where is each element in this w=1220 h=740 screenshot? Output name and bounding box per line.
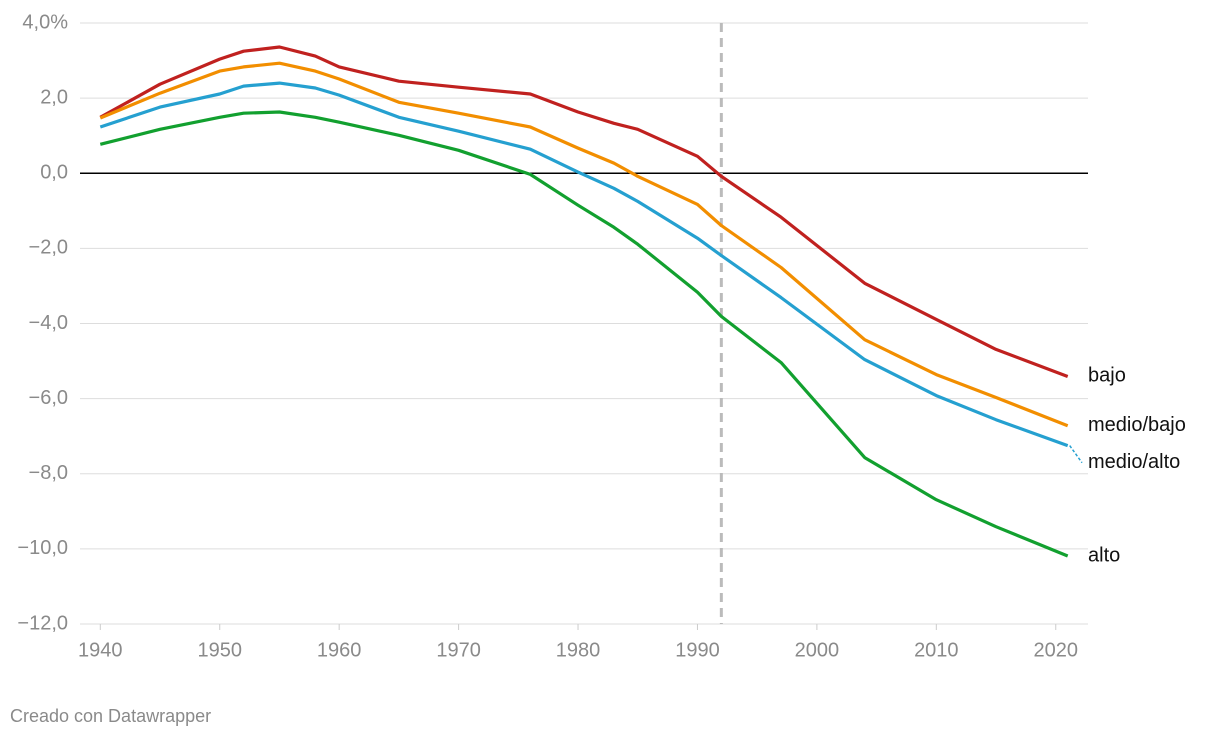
- x-tick-label: 1940: [78, 639, 123, 661]
- y-tick-label: −2,0: [29, 237, 68, 259]
- x-tick-label: 1950: [197, 639, 242, 661]
- series-label: medio/alto: [1088, 451, 1180, 473]
- y-tick-label: −10,0: [17, 537, 68, 559]
- footer: Creado con Datawrapper: [10, 706, 211, 726]
- y-tick-label: 0,0: [40, 162, 68, 184]
- series-line: [99, 81, 1069, 448]
- y-tick-label: −12,0: [17, 612, 68, 634]
- series-line: [99, 61, 1069, 428]
- series-line: [99, 45, 1069, 378]
- x-tick-label: 2000: [795, 639, 840, 661]
- y-tick-label: −6,0: [29, 387, 68, 409]
- x-tick-label: 1980: [556, 639, 601, 661]
- y-tick-label: −4,0: [29, 312, 68, 334]
- series-line: [99, 110, 1069, 558]
- x-tick-label: 1960: [317, 639, 362, 661]
- label-connector: [1069, 445, 1083, 464]
- x-tick-label: 2020: [1034, 639, 1079, 661]
- series-label: bajo: [1088, 365, 1126, 387]
- x-tick-label: 1990: [675, 639, 720, 661]
- y-tick-label: 4,0%: [22, 11, 68, 33]
- y-tick-label: −8,0: [29, 462, 68, 484]
- y-tick-label: 2,0: [40, 86, 68, 108]
- x-tick-label: 2010: [914, 639, 959, 661]
- x-tick-label: 1970: [436, 639, 481, 661]
- series-label: alto: [1088, 544, 1120, 566]
- series-label: medio/bajo: [1088, 414, 1186, 436]
